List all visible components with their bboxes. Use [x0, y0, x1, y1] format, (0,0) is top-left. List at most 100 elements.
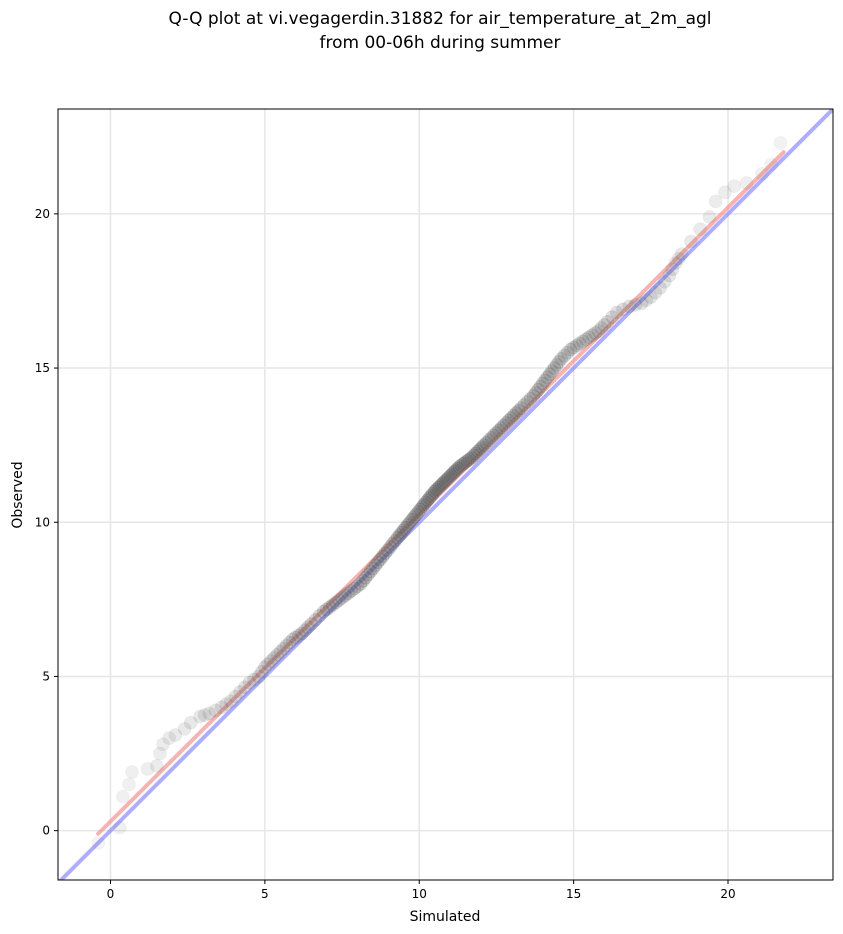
qq-point: [487, 428, 501, 443]
qq-point: [597, 318, 612, 332]
qq-point: [341, 586, 356, 600]
qq-point: [526, 389, 541, 403]
qq-point: [429, 482, 444, 497]
x-tick-label: 15: [566, 887, 581, 901]
qq-point: [388, 533, 402, 548]
plot-area: [58, 109, 833, 880]
qq-point: [456, 456, 471, 471]
qq-point: [242, 675, 257, 690]
qq-point: [397, 523, 411, 537]
qq-point: [755, 166, 769, 181]
qq-point: [183, 715, 198, 730]
qq-point: [552, 355, 566, 369]
qq-point: [622, 299, 637, 314]
qq-point: [443, 468, 458, 483]
qq-point: [326, 597, 340, 612]
qq-point: [514, 401, 528, 415]
qq-point: [542, 367, 557, 382]
qq-point: [538, 373, 552, 388]
qq-point: [424, 489, 438, 503]
qq-point: [458, 455, 473, 469]
qq-point: [214, 700, 229, 715]
qq-point: [361, 567, 375, 582]
qq-point: [91, 836, 105, 850]
qq-point: [648, 285, 663, 300]
x-tick-label: 5: [261, 887, 269, 901]
qq-point: [438, 474, 453, 488]
qq-point: [668, 256, 683, 271]
qq-point: [520, 395, 535, 409]
qq-point: [335, 591, 349, 605]
qq-point: [718, 185, 732, 200]
qq-point: [308, 613, 323, 627]
qq-point: [517, 398, 532, 412]
qq-point: [600, 314, 615, 329]
qq-point: [471, 444, 485, 459]
qq-point: [301, 620, 315, 634]
qq-point: [449, 463, 463, 478]
x-tick-label: 0: [107, 887, 115, 901]
x-tick-label: 20: [720, 887, 735, 901]
qq-point: [279, 638, 294, 653]
qq-point: [554, 352, 569, 366]
x-tick-label: 10: [412, 887, 427, 901]
qq-point: [177, 722, 192, 736]
qq-point: [579, 332, 593, 347]
qq-point: [662, 268, 677, 283]
qq-point: [238, 680, 252, 695]
qq-point: [295, 626, 309, 641]
qq-point: [276, 641, 291, 656]
qq-point: [338, 588, 352, 603]
qq-point: [628, 298, 643, 312]
qq-point: [566, 340, 581, 355]
qq-point: [162, 731, 176, 745]
qq-point: [285, 632, 300, 647]
qq-point: [560, 345, 575, 360]
qq-point: [409, 507, 423, 522]
qq-point: [153, 746, 167, 761]
qq-point: [531, 382, 545, 397]
axis-ticks: 0 5 10 15 20 0 5 10 15 20: [35, 207, 736, 901]
qq-point: [197, 708, 212, 722]
qq-point: [764, 157, 779, 172]
qq-point: [383, 540, 398, 554]
qq-point: [411, 505, 426, 519]
qq-point: [208, 703, 223, 718]
qq-point: [261, 657, 275, 671]
qq-point: [427, 484, 442, 499]
y-axis-label: Observed: [10, 461, 26, 528]
qq-point: [634, 296, 649, 311]
qq-point: [489, 426, 504, 440]
qq-point: [156, 737, 170, 752]
qq-point: [394, 525, 409, 540]
qq-point: [469, 446, 483, 461]
qq-point: [573, 336, 587, 351]
qq-point: [390, 530, 405, 545]
qq-point: [371, 555, 385, 570]
qq-point: [460, 453, 475, 468]
qq-point: [426, 486, 440, 501]
qq-point: [403, 515, 417, 530]
qq-point: [150, 759, 164, 773]
qq-point: [378, 546, 393, 560]
qq-point: [353, 577, 368, 591]
qq-point: [616, 302, 630, 317]
qq-point: [282, 635, 297, 650]
qq-point: [247, 672, 261, 687]
qq-point: [533, 379, 548, 394]
qq-point: [417, 497, 431, 512]
qq-point: [288, 630, 303, 645]
qq-point: [569, 338, 584, 353]
qq-point: [475, 440, 489, 455]
qq-point: [540, 370, 555, 385]
qq-point: [674, 247, 689, 261]
qq-point: [329, 595, 343, 610]
qq-point: [484, 430, 499, 445]
qq-point: [671, 251, 686, 266]
qq-point: [358, 570, 373, 585]
qq-point: [258, 660, 272, 675]
qq-point: [547, 361, 562, 375]
x-axis-label: Simulated: [410, 909, 481, 925]
qq-point: [479, 435, 494, 450]
